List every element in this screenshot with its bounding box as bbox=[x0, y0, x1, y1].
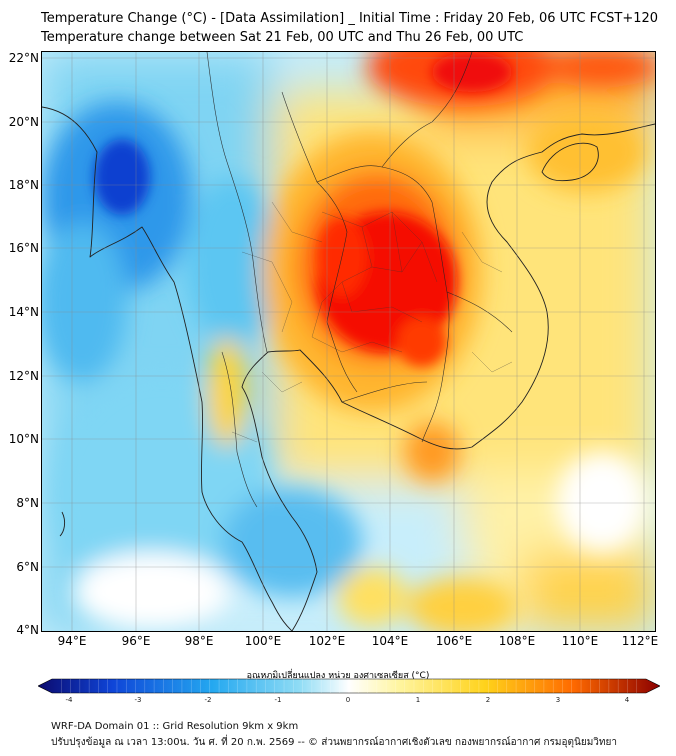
footer-model-info: WRF-DA Domain 01 :: Grid Resolution 9km … bbox=[51, 721, 299, 732]
lat-label: 12°N bbox=[8, 369, 39, 383]
lon-label: 94°E bbox=[57, 634, 87, 648]
map-subtitle: Temperature change between Sat 21 Feb, 0… bbox=[41, 30, 524, 45]
lat-label: 20°N bbox=[8, 115, 39, 129]
colorbar-body bbox=[38, 678, 660, 694]
lat-label: 4°N bbox=[16, 623, 39, 637]
lon-label: 110°E bbox=[561, 634, 599, 648]
lon-label: 104°E bbox=[371, 634, 409, 648]
lon-label: 102°E bbox=[308, 634, 346, 648]
map-title: Temperature Change (°C) - [Data Assimila… bbox=[41, 11, 659, 26]
colorbar-tick-marks bbox=[61, 679, 637, 693]
coastline bbox=[42, 106, 655, 631]
colorbar bbox=[38, 678, 660, 694]
colorbar-tick-label: 3 bbox=[555, 696, 561, 704]
lat-label: 18°N bbox=[8, 178, 39, 192]
lat-label: 8°N bbox=[16, 496, 39, 510]
lat-label: 14°N bbox=[8, 305, 39, 319]
lat-label: 10°N bbox=[8, 432, 39, 446]
temperature-change-map bbox=[42, 52, 655, 631]
lon-label: 108°E bbox=[498, 634, 536, 648]
lon-label: 106°E bbox=[435, 634, 473, 648]
colorbar-tick-label: 4 bbox=[624, 696, 630, 704]
lon-label: 96°E bbox=[121, 634, 151, 648]
colorbar-title: อุณหภูมิเปลี่ยนแปลง หน่วย องศาเซลเซียส (… bbox=[246, 671, 430, 681]
lat-label: 6°N bbox=[16, 560, 39, 574]
lon-label: 100°E bbox=[244, 634, 282, 648]
colorbar-tick-label: -1 bbox=[274, 696, 282, 704]
colorbar-tick-label: -4 bbox=[65, 696, 73, 704]
lon-label: 98°E bbox=[184, 634, 214, 648]
lat-label: 16°N bbox=[8, 241, 39, 255]
lat-label: 22°N bbox=[8, 51, 39, 65]
colorbar-tick-label: 1 bbox=[415, 696, 421, 704]
lon-label: 112°E bbox=[621, 634, 659, 648]
colorbar-tick-label: 0 bbox=[345, 696, 351, 704]
province-lines bbox=[231, 201, 513, 443]
colorbar-tick-label: -2 bbox=[204, 696, 212, 704]
colorbar-tick-label: -3 bbox=[134, 696, 142, 704]
footer-credit: ปรับปรุงข้อมูล ณ เวลา 13:00น. วัน ศ. ที่… bbox=[51, 737, 617, 748]
graticule bbox=[42, 52, 655, 631]
colorbar-tick-label: 2 bbox=[485, 696, 491, 704]
